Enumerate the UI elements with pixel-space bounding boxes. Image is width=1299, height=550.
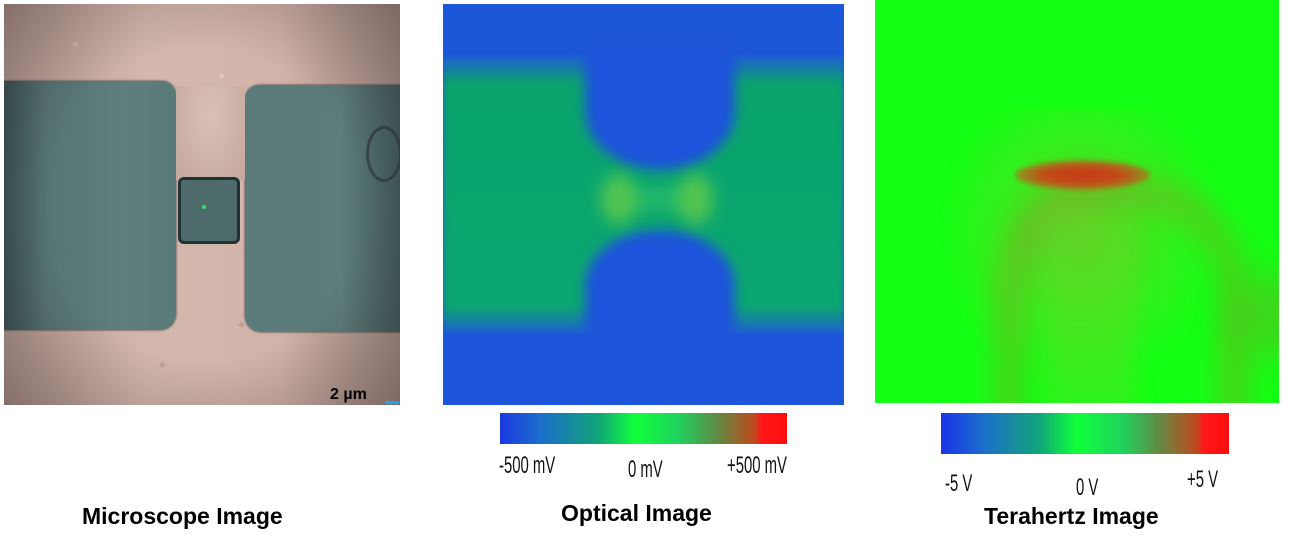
terahertz-caption: Terahertz Image	[984, 503, 1159, 529]
left-electrode-pad	[4, 81, 176, 330]
defect-ring	[366, 126, 400, 182]
optical-image	[443, 4, 844, 405]
optical-colorbar-min-label: -500 mV	[499, 452, 556, 479]
optical-bottom-region	[443, 334, 844, 405]
optical-hotspot-left	[601, 174, 637, 224]
microscope-image	[4, 4, 400, 405]
terahertz-colorbar-min-label: -5 V	[945, 470, 973, 497]
optical-colorbar-mid-label: 0 mV	[628, 456, 663, 483]
terahertz-colorbar	[941, 413, 1229, 454]
vignette	[4, 4, 400, 405]
scale-bar-label: 2 µm	[330, 386, 367, 403]
optical-colorbar	[500, 413, 787, 444]
optical-notch-bottom	[585, 230, 735, 340]
gap-center-dot	[202, 205, 206, 209]
optical-gap-glow	[631, 186, 683, 212]
scale-bar	[385, 401, 399, 404]
right-electrode-pad	[245, 85, 400, 332]
microscope-caption: Microscope Image	[82, 503, 283, 529]
optical-colorbar-max-label: +500 mV	[727, 452, 787, 479]
terahertz-colorbar-max-label: +5 V	[1187, 466, 1219, 493]
optical-hotspot-right	[677, 174, 713, 224]
optical-caption: Optical Image	[561, 500, 712, 526]
terahertz-peak-band	[1015, 160, 1150, 190]
terahertz-inner-signal	[1045, 210, 1135, 403]
optical-notch-top	[585, 52, 735, 170]
channel-region	[176, 86, 245, 180]
terahertz-colorbar-mid-label: 0 V	[1076, 474, 1099, 501]
device-gap	[178, 177, 240, 244]
terahertz-image	[875, 0, 1279, 403]
